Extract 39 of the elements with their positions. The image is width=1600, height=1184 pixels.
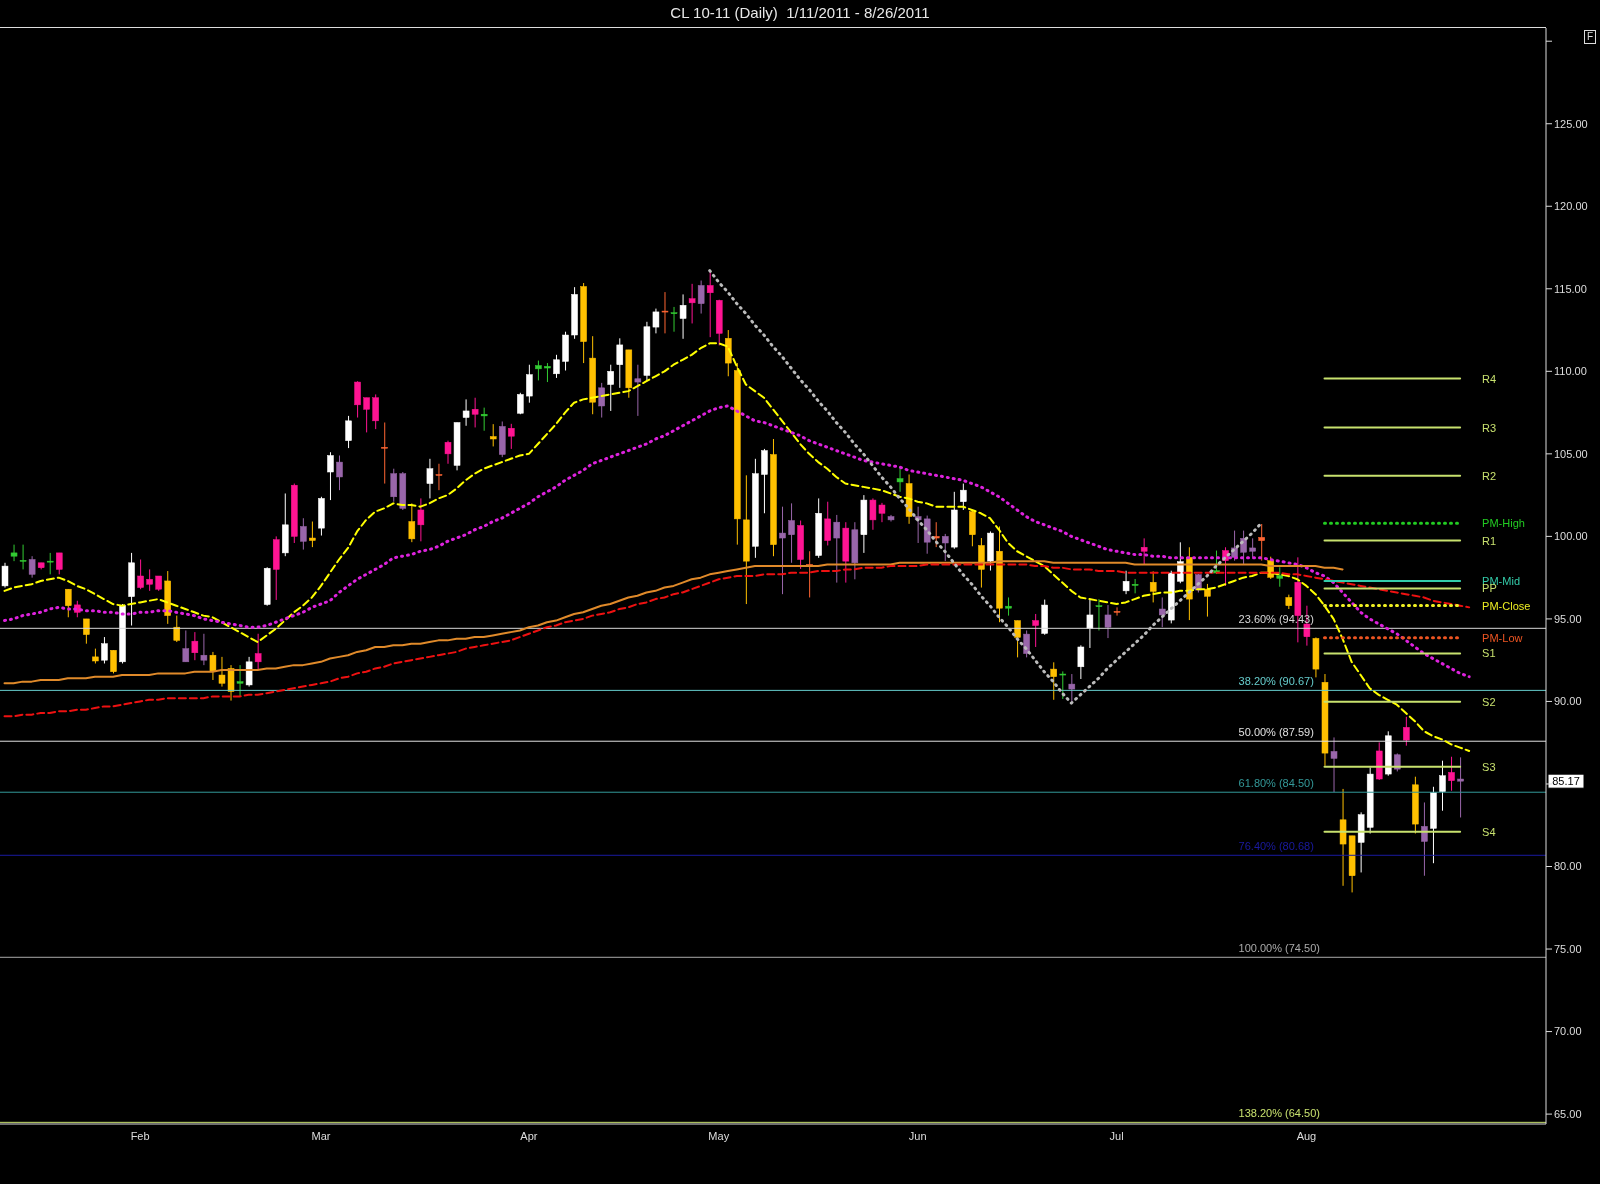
x-tick-label: Apr bbox=[520, 1129, 538, 1142]
x-tick-label: Aug bbox=[1296, 1129, 1317, 1142]
series-label: S2 bbox=[1482, 695, 1496, 708]
x-tick-label: Jul bbox=[1109, 1129, 1124, 1142]
y-tick-label: 95.00 bbox=[1554, 612, 1582, 625]
series-label: S3 bbox=[1482, 760, 1496, 773]
ref-line-label: 38.20% (90.67) bbox=[1238, 675, 1314, 688]
y-tick-label: 75.00 bbox=[1554, 942, 1582, 955]
x-tick-label: May bbox=[708, 1129, 730, 1142]
text: F bbox=[1583, 30, 1596, 44]
series-label: R3 bbox=[1482, 421, 1497, 434]
ref-line-label: 76.40% (80.68) bbox=[1238, 840, 1314, 853]
y-tick-label: 80.00 bbox=[1554, 860, 1582, 873]
series-label: R2 bbox=[1482, 469, 1497, 482]
y-tick-label: 110.00 bbox=[1554, 365, 1587, 378]
x-tick-label: Feb bbox=[130, 1129, 150, 1142]
ref-line-label: 50.00% (87.59) bbox=[1238, 726, 1314, 739]
y-tick-label: 115.00 bbox=[1554, 282, 1587, 295]
ref-line-label: 138.20% (64.50) bbox=[1238, 1107, 1320, 1120]
ref-line-label: 100.00% (74.50) bbox=[1238, 942, 1320, 955]
series-label: R1 bbox=[1482, 534, 1497, 547]
y-tick-label: 100.00 bbox=[1554, 530, 1588, 543]
y-tick-label: 90.00 bbox=[1554, 695, 1582, 708]
ref-line-label: 61.80% (84.50) bbox=[1238, 777, 1314, 790]
y-tick-label: 105.00 bbox=[1554, 447, 1588, 460]
y-tick-label: 120.00 bbox=[1554, 200, 1588, 213]
y-tick-label: 65.00 bbox=[1554, 1108, 1582, 1120]
y-tick-label: 125.00 bbox=[1554, 117, 1588, 130]
series-label: R4 bbox=[1482, 372, 1497, 385]
series-label: S4 bbox=[1482, 825, 1496, 838]
series-label: PM-Close bbox=[1482, 599, 1531, 612]
x-tick-label: Mar bbox=[311, 1129, 331, 1142]
annotation: 85.17 bbox=[1552, 775, 1580, 788]
chart-title: CL 10-11 (Daily) 1/11/2011 - 8/26/2011 bbox=[669, 4, 931, 21]
y-tick-label: 70.00 bbox=[1554, 1025, 1582, 1038]
series-label: PM-Low bbox=[1482, 631, 1523, 644]
series-label: S1 bbox=[1482, 647, 1496, 660]
series-label: PM-High bbox=[1482, 517, 1525, 530]
x-tick-label: Jun bbox=[908, 1129, 927, 1142]
